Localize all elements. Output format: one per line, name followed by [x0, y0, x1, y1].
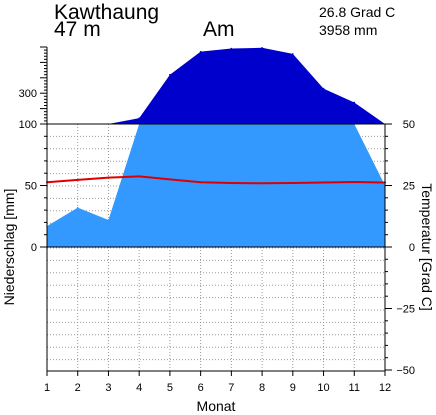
x-axis-title: Monat	[197, 398, 236, 414]
precipitation-point	[230, 47, 233, 50]
temperature-point	[353, 181, 356, 184]
x-tick-label: 5	[167, 382, 173, 394]
right-tick-label: 50	[403, 119, 415, 131]
temperature-point	[107, 176, 110, 179]
temperature-point	[322, 181, 325, 184]
temperature-point	[291, 182, 294, 185]
x-tick-label: 11	[349, 382, 360, 394]
x-tick-label: 1	[44, 382, 50, 394]
precipitation-point	[169, 73, 171, 76]
precipitation-above-100-area	[47, 47, 385, 124]
station-name: Kawthaung	[54, 1, 160, 24]
temperature-point	[199, 181, 202, 184]
left-tick-label: 50	[25, 181, 37, 193]
temperature-point	[76, 178, 79, 181]
temperature-line	[46, 175, 386, 185]
precipitation-point	[138, 117, 140, 119]
x-tick-label: 2	[75, 382, 81, 394]
annual-total-precipitation: 3958 mm	[319, 22, 378, 38]
x-tick-label: 9	[290, 382, 296, 394]
precipitation-point	[261, 46, 263, 49]
annual-mean-temperature: 26.8 Grad C	[319, 4, 396, 20]
temperature-point	[168, 178, 171, 181]
left-tick-label: 300	[19, 88, 37, 100]
temperature-point	[261, 182, 264, 185]
right-tick-label: 0	[409, 242, 415, 254]
precipitation-areas	[46, 46, 386, 247]
station-elevation: 47 m	[54, 18, 101, 41]
right-tick-label: −50	[396, 365, 415, 377]
x-tick-label: 4	[136, 382, 142, 394]
precipitation-point	[107, 219, 110, 221]
left-tick-label: 0	[31, 242, 37, 254]
x-tick-label: 3	[105, 382, 111, 394]
axis-labels: Monat Niederschlag [mm] Temperatur [Grad…	[1, 183, 435, 414]
x-tick-label: 10	[317, 382, 329, 394]
x-tick-label: 7	[228, 382, 234, 394]
x-tick-label: 8	[259, 382, 265, 394]
precipitation-point	[76, 206, 79, 209]
precipitation-point	[292, 53, 294, 55]
temperature-point	[230, 182, 233, 185]
climate-class: Am	[203, 18, 235, 41]
temperature-point	[138, 175, 141, 178]
x-tick-label: 6	[198, 382, 204, 394]
precipitation-point	[322, 87, 325, 90]
precipitation-area	[47, 124, 385, 247]
x-tick-label: 12	[379, 382, 391, 394]
right-tick-label: 25	[403, 181, 415, 193]
left-axis-title: Niederschlag [mm]	[1, 189, 17, 306]
right-axis-title: Temperatur [Grad C]	[419, 183, 435, 311]
left-tick-label: 100	[19, 119, 37, 131]
right-tick-label: −25	[396, 304, 415, 316]
precipitation-point	[353, 101, 356, 104]
precipitation-point	[199, 50, 202, 53]
